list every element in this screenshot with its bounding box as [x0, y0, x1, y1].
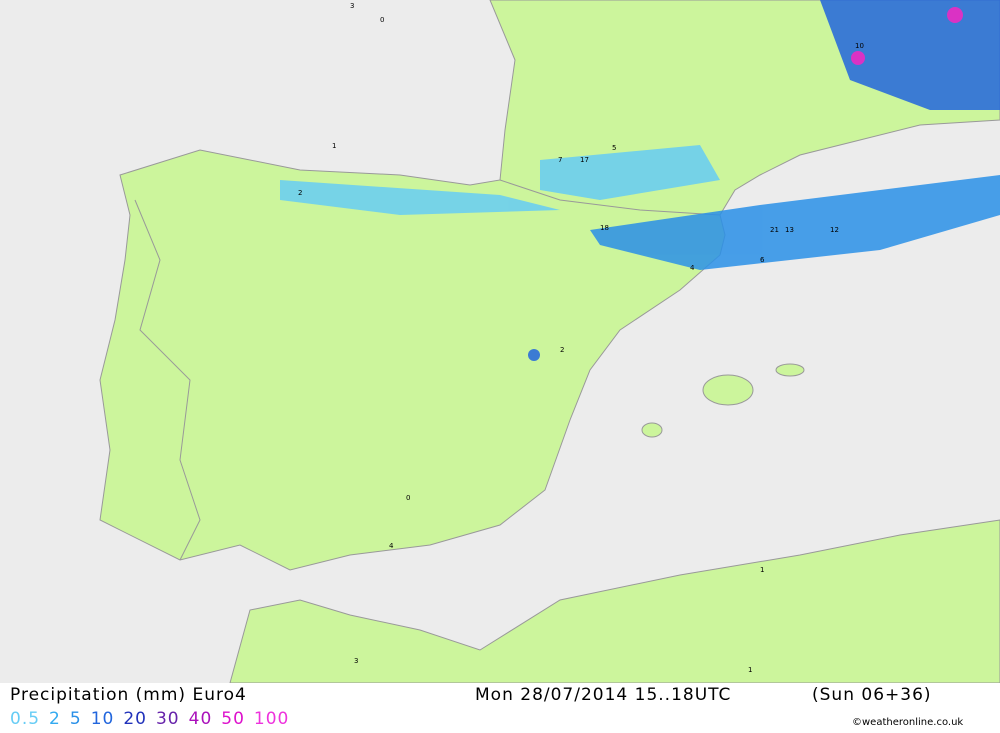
precip-label: 6 — [760, 256, 765, 264]
legend-entry: 30 — [155, 709, 180, 729]
border — [499, 179, 721, 216]
precip-label: 4 — [690, 264, 695, 272]
legend-entry: 0.5 — [10, 709, 41, 729]
rain-cell — [851, 51, 865, 65]
precip-label: 10 — [855, 42, 864, 50]
legend-entry: 10 — [90, 709, 115, 729]
precip-label: 1 — [748, 666, 752, 674]
precip-label: 1 — [760, 566, 764, 574]
border — [134, 199, 201, 561]
precip-label: 0 — [380, 16, 384, 24]
precip-label: 12 — [830, 226, 839, 234]
precip-label: 0 — [406, 494, 410, 502]
island — [775, 363, 805, 377]
precip-label: 3 — [354, 657, 358, 665]
precip-label: 17 — [580, 156, 589, 164]
legend-entry: 5 — [69, 709, 82, 729]
legend-entry: 40 — [188, 709, 213, 729]
legend-entry: 100 — [253, 709, 290, 729]
precip-label: 3 — [350, 2, 354, 10]
precip-label: 7 — [558, 156, 562, 164]
legend-entry: 50 — [221, 709, 245, 729]
rain-band — [280, 180, 560, 215]
legend: 0.5 2 5 10 20 30 40 50 100 — [10, 709, 298, 729]
title: Precipitation (mm) Euro4 — [10, 685, 247, 705]
date: Mon 28/07/2014 15..18UTC — [475, 685, 732, 705]
rain-band — [590, 175, 1000, 270]
precip-label: 2 — [560, 346, 564, 354]
run: (Sun 06+36) — [812, 685, 932, 705]
rain-band — [820, 0, 1000, 110]
land — [229, 519, 1000, 683]
precip-label: 2 — [298, 189, 302, 197]
precip-label: 1 — [332, 142, 336, 150]
precip-label: 4 — [389, 542, 394, 550]
rain-band — [540, 145, 720, 200]
rain-cell — [947, 7, 963, 23]
precip-label: 18 — [600, 224, 609, 232]
rain-cell — [528, 349, 540, 361]
precip-label: 21 — [770, 226, 779, 234]
legend-entry: 2 — [49, 709, 61, 729]
legend-entry: 20 — [123, 709, 147, 729]
credit: ©weatheronline.co.uk — [852, 717, 964, 728]
precip-label: 5 — [612, 144, 616, 152]
island — [702, 374, 754, 406]
land — [99, 0, 1000, 571]
island — [641, 422, 663, 438]
precip-label: 13 — [785, 226, 794, 234]
rain — [280, 0, 1000, 361]
